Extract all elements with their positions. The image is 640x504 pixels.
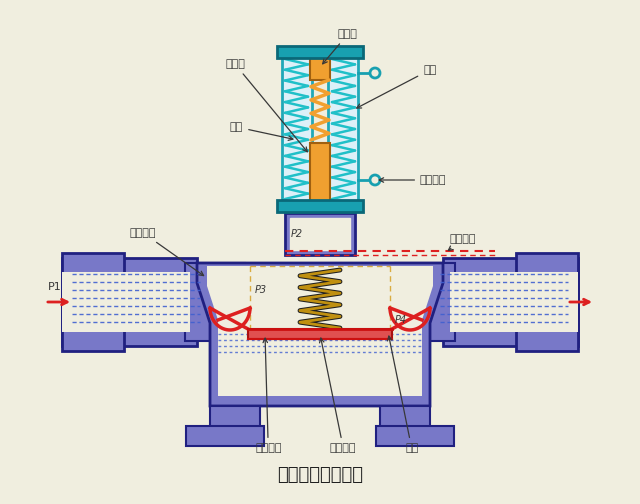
Polygon shape xyxy=(197,263,443,406)
Text: 主阀阀芯: 主阀阀芯 xyxy=(319,338,356,453)
Bar xyxy=(516,253,578,351)
Bar xyxy=(70,272,190,332)
Text: P4: P4 xyxy=(395,315,407,325)
Bar xyxy=(62,272,114,332)
Text: 定铁心: 定铁心 xyxy=(323,29,358,64)
Bar xyxy=(343,206,353,236)
Bar xyxy=(277,46,363,58)
Bar xyxy=(310,143,330,208)
Bar xyxy=(376,426,454,446)
Polygon shape xyxy=(207,266,433,396)
Text: P1: P1 xyxy=(48,282,61,292)
Bar xyxy=(185,263,245,341)
Text: 线圈: 线圈 xyxy=(230,122,293,140)
Bar xyxy=(290,218,350,250)
Bar xyxy=(380,406,430,441)
Text: 膜片: 膜片 xyxy=(388,336,419,453)
Text: 管道联系式电磁阀: 管道联系式电磁阀 xyxy=(277,466,363,484)
Bar xyxy=(450,272,570,332)
Text: 动铁心: 动铁心 xyxy=(225,59,307,152)
Bar xyxy=(62,258,197,346)
Bar xyxy=(526,272,578,332)
Bar xyxy=(395,263,455,341)
Bar xyxy=(186,426,264,446)
Bar xyxy=(285,213,355,255)
Text: P3: P3 xyxy=(255,285,267,295)
Text: 平衡孔道: 平衡孔道 xyxy=(130,228,204,276)
Text: 弹簧: 弹簧 xyxy=(356,65,436,108)
Text: 导阀阀座: 导阀阀座 xyxy=(379,175,447,185)
Text: P2: P2 xyxy=(291,229,303,239)
Bar xyxy=(282,55,312,203)
Bar xyxy=(328,55,358,203)
Bar xyxy=(277,200,363,212)
Circle shape xyxy=(370,175,380,185)
Text: 主阀阀座: 主阀阀座 xyxy=(255,338,282,453)
Bar xyxy=(310,58,330,80)
Bar xyxy=(287,206,297,236)
Circle shape xyxy=(370,68,380,78)
Bar xyxy=(210,406,260,441)
Bar xyxy=(248,329,392,339)
Bar xyxy=(62,253,124,351)
Text: 泄压孔道: 泄压孔道 xyxy=(448,234,477,250)
Bar xyxy=(443,258,578,346)
